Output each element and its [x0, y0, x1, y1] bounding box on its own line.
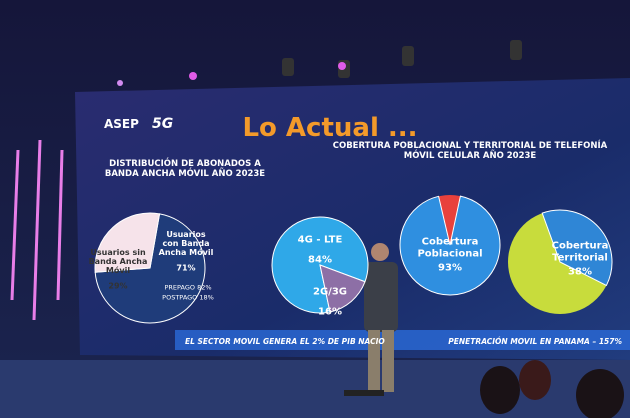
slice-label: Usuarios sin Banda Ancha Móvil [88, 248, 148, 276]
chart-heading: COBERTURA POBLACIONAL Y TERRITORIAL DE T… [332, 141, 608, 161]
logo-right: 5G [152, 116, 173, 132]
slice-label: 4G - LTE [297, 234, 343, 246]
pie-slice [541, 209, 613, 287]
slice-value: 71% [176, 263, 196, 273]
footer-right: PENETRACIÓN MOVIL EN PANAMA – 157% [448, 337, 622, 346]
slice-value: 84% [308, 254, 332, 266]
slice-label: 2G/3G [313, 286, 347, 298]
slice-label: Cobertura Territorial [551, 240, 609, 264]
slice-value: 29% [108, 281, 128, 291]
annotation: POSTPAGO 18% [162, 293, 214, 302]
slice-value: 16% [318, 306, 342, 318]
speaker [344, 243, 398, 396]
logo-left: ASEP [104, 117, 139, 131]
slice-label: Usuarios con Banda Ancha Móvil [158, 230, 214, 258]
slice-value: 38% [568, 266, 592, 278]
neon-bars [10, 139, 64, 321]
slice-label: Cobertura Poblacional [417, 236, 483, 260]
annotation: PREPAGO 82% [164, 283, 212, 292]
pie-slice [94, 212, 161, 273]
stage-lights [117, 40, 522, 86]
slide [75, 78, 630, 360]
pie-slice [319, 264, 366, 313]
footer-bar [175, 330, 630, 350]
slide-title: Lo Actual ... [242, 113, 417, 143]
footer-left: EL SECTOR MOVIL GENERA EL 2% DE PIB NACI… [185, 337, 385, 346]
chart-heading: DISTRIBUCIÓN DE ABONADOS A BANDA ANCHA M… [104, 159, 266, 179]
pie-slice [399, 195, 501, 296]
audience [480, 360, 624, 418]
slice-value: 93% [438, 262, 462, 274]
